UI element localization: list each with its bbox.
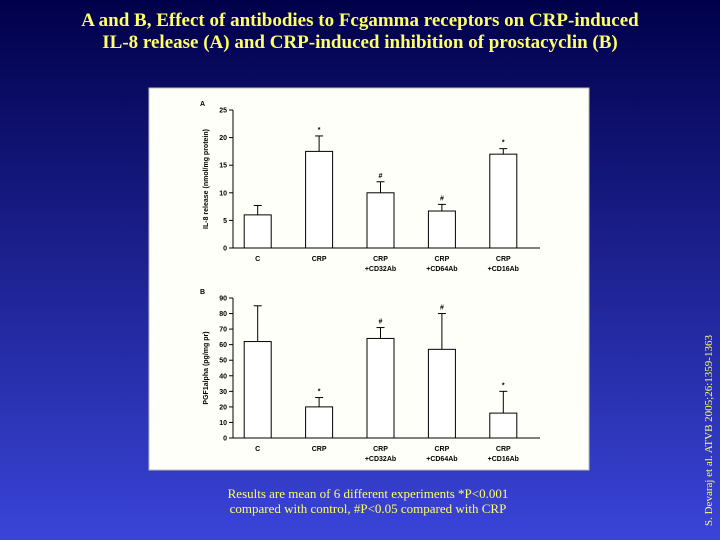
bar (366, 337, 395, 439)
bar (489, 153, 518, 249)
y-tick-label: 0 (223, 246, 227, 253)
bar (243, 341, 272, 439)
x-tick-label: CRP +CD16Ab (488, 256, 519, 273)
panel-label: B (200, 289, 205, 296)
y-axis-label: IL-8 release (nmol/mg protein) (203, 129, 210, 229)
citation: S. Devaraj et al. ATVB 2005;26:1359-1363 (703, 335, 715, 526)
panel-label: A (200, 101, 205, 108)
y-tick-label: 60 (219, 342, 227, 349)
bar (305, 150, 334, 249)
x-tick-label: C (255, 446, 260, 453)
y-tick-label: 40 (219, 373, 227, 380)
y-tick-label: 0 (223, 436, 227, 443)
significance-mark: * (318, 389, 321, 396)
significance-mark: # (440, 195, 444, 202)
slide-title: A and B, Effect of antibodies to Fcgamma… (81, 10, 639, 53)
significance-mark: # (440, 305, 444, 312)
x-tick-label: CRP +CD16Ab (488, 446, 519, 463)
footnote: Results are mean of 6 different experime… (228, 486, 509, 516)
significance-mark: * (318, 127, 321, 134)
significance-mark: * (502, 382, 505, 389)
y-tick-label: 15 (219, 163, 227, 170)
y-tick-label: 70 (219, 327, 227, 334)
y-tick-label: 20 (219, 404, 227, 411)
x-tick-label: CRP (312, 256, 327, 263)
x-tick-label: CRP +CD64Ab (426, 446, 457, 463)
y-tick-label: 10 (219, 190, 227, 197)
y-tick-label: 30 (219, 389, 227, 396)
bar (366, 192, 395, 249)
x-tick-label: CRP +CD32Ab (365, 446, 396, 463)
x-tick-label: C (255, 256, 260, 263)
x-tick-label: CRP (312, 446, 327, 453)
significance-mark: # (379, 319, 383, 326)
bar (305, 406, 334, 439)
bar (427, 348, 456, 439)
significance-mark: # (379, 173, 383, 180)
y-tick-label: 80 (219, 311, 227, 318)
y-tick-label: 20 (219, 135, 227, 142)
y-tick-label: 50 (219, 358, 227, 365)
charts: A IL-8 release (nmol/mg protein) 0 5 10 15 20 2… (200, 101, 540, 463)
y-axis-label: PGF1alpha (pg/mg pr) (203, 331, 210, 404)
bar (243, 214, 272, 249)
bar (427, 210, 456, 249)
x-tick-label: CRP +CD64Ab (426, 256, 457, 273)
significance-mark: * (502, 140, 505, 147)
y-tick-label: 25 (219, 108, 227, 115)
y-tick-label: 10 (219, 420, 227, 427)
bar (489, 412, 518, 439)
y-tick-label: 90 (219, 296, 227, 303)
y-tick-label: 5 (223, 218, 227, 225)
x-tick-label: CRP +CD32Ab (365, 256, 396, 273)
